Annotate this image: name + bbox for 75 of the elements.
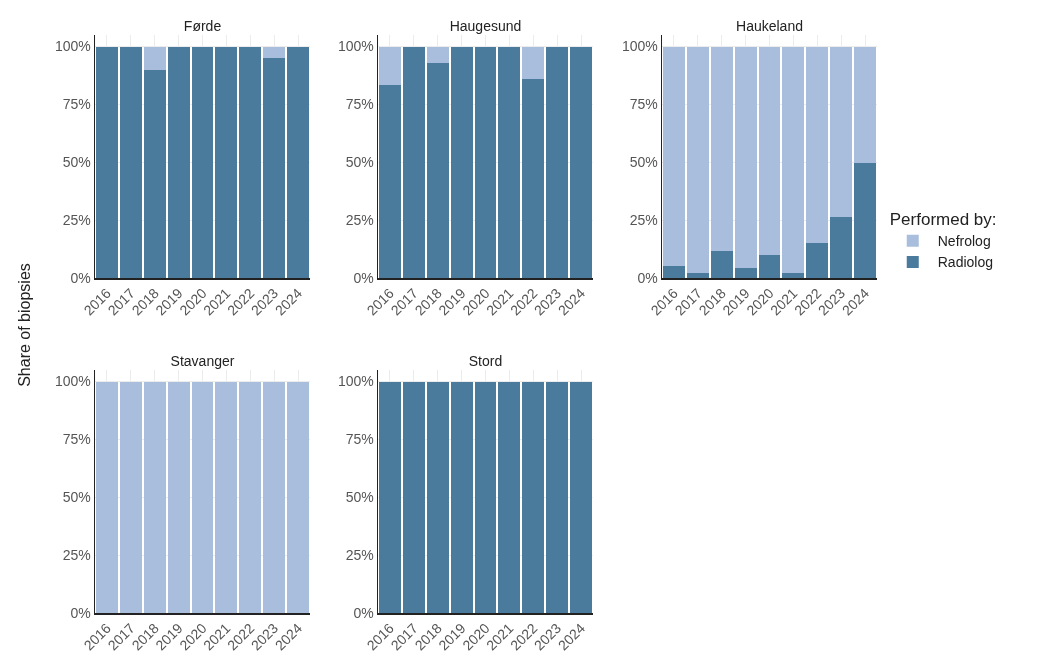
bar bbox=[806, 243, 829, 278]
y-tick-label: 25% bbox=[62, 212, 91, 229]
y-tick-label: 25% bbox=[345, 547, 374, 564]
bar bbox=[450, 46, 473, 278]
bar bbox=[546, 46, 569, 278]
y-tick-label: 100% bbox=[621, 38, 658, 55]
bar bbox=[830, 216, 853, 278]
bar bbox=[734, 267, 757, 278]
y-tick-label: 75% bbox=[62, 431, 91, 448]
bar bbox=[854, 163, 877, 278]
bar bbox=[662, 46, 685, 267]
legend-label: Radiolog bbox=[937, 254, 994, 271]
y-tick-label: 0% bbox=[637, 269, 658, 286]
y-axis-title: Share of biopsies bbox=[16, 263, 34, 387]
y-tick-label: 50% bbox=[62, 489, 91, 506]
bar bbox=[95, 46, 118, 278]
y-tick-label: 50% bbox=[345, 154, 374, 171]
y-tick-label: 75% bbox=[345, 96, 374, 113]
bar bbox=[710, 46, 733, 252]
bar bbox=[378, 84, 401, 278]
bar bbox=[474, 46, 497, 278]
bar bbox=[782, 46, 805, 274]
bar bbox=[710, 251, 733, 278]
y-tick-label: 75% bbox=[345, 431, 374, 448]
y-tick-label: 50% bbox=[629, 154, 658, 171]
bar bbox=[191, 46, 214, 278]
y-tick-label: 0% bbox=[353, 604, 374, 621]
legend-title: Performed by: bbox=[889, 210, 997, 230]
y-tick-label: 100% bbox=[337, 38, 374, 55]
chart-title: Stavanger bbox=[170, 353, 235, 369]
y-tick-label: 25% bbox=[62, 547, 91, 564]
bar bbox=[570, 46, 593, 278]
bar bbox=[806, 46, 829, 244]
y-tick-label: 100% bbox=[54, 373, 91, 390]
bar bbox=[215, 46, 238, 278]
bar bbox=[426, 62, 449, 278]
bar bbox=[758, 46, 781, 255]
chart-title: Stord bbox=[468, 353, 503, 369]
bar bbox=[758, 254, 781, 278]
bar bbox=[854, 46, 877, 164]
chart-title: Haukeland bbox=[736, 18, 803, 34]
bar bbox=[378, 46, 401, 85]
bar bbox=[143, 69, 166, 278]
chart-title: Haugesund bbox=[449, 18, 522, 34]
bar bbox=[498, 46, 521, 278]
bar bbox=[426, 46, 449, 63]
bar bbox=[239, 46, 262, 278]
bar bbox=[167, 46, 190, 278]
y-tick-label: 0% bbox=[353, 269, 374, 286]
bar bbox=[830, 46, 853, 217]
y-tick-label: 50% bbox=[62, 154, 91, 171]
y-tick-label: 0% bbox=[70, 604, 91, 621]
y-tick-label: 50% bbox=[345, 489, 374, 506]
bar bbox=[782, 273, 805, 278]
bar bbox=[263, 46, 286, 59]
bar bbox=[143, 46, 166, 70]
bar bbox=[287, 46, 310, 278]
y-tick-label: 100% bbox=[54, 38, 91, 55]
bar bbox=[119, 46, 142, 278]
bar bbox=[263, 58, 286, 278]
bar bbox=[522, 78, 545, 278]
y-tick-label: 75% bbox=[62, 96, 91, 113]
bar bbox=[402, 46, 425, 278]
y-tick-label: 0% bbox=[70, 269, 91, 286]
bar bbox=[662, 266, 685, 278]
y-tick-label: 100% bbox=[337, 373, 374, 390]
y-tick-label: 25% bbox=[345, 212, 374, 229]
bar bbox=[734, 46, 757, 268]
bar bbox=[686, 273, 709, 278]
y-tick-label: 25% bbox=[629, 212, 658, 229]
y-tick-label: 75% bbox=[629, 96, 658, 113]
bar bbox=[686, 46, 709, 274]
bar bbox=[522, 46, 545, 79]
legend-label: Nefrolog bbox=[937, 233, 991, 250]
chart-title: Førde bbox=[183, 18, 222, 34]
